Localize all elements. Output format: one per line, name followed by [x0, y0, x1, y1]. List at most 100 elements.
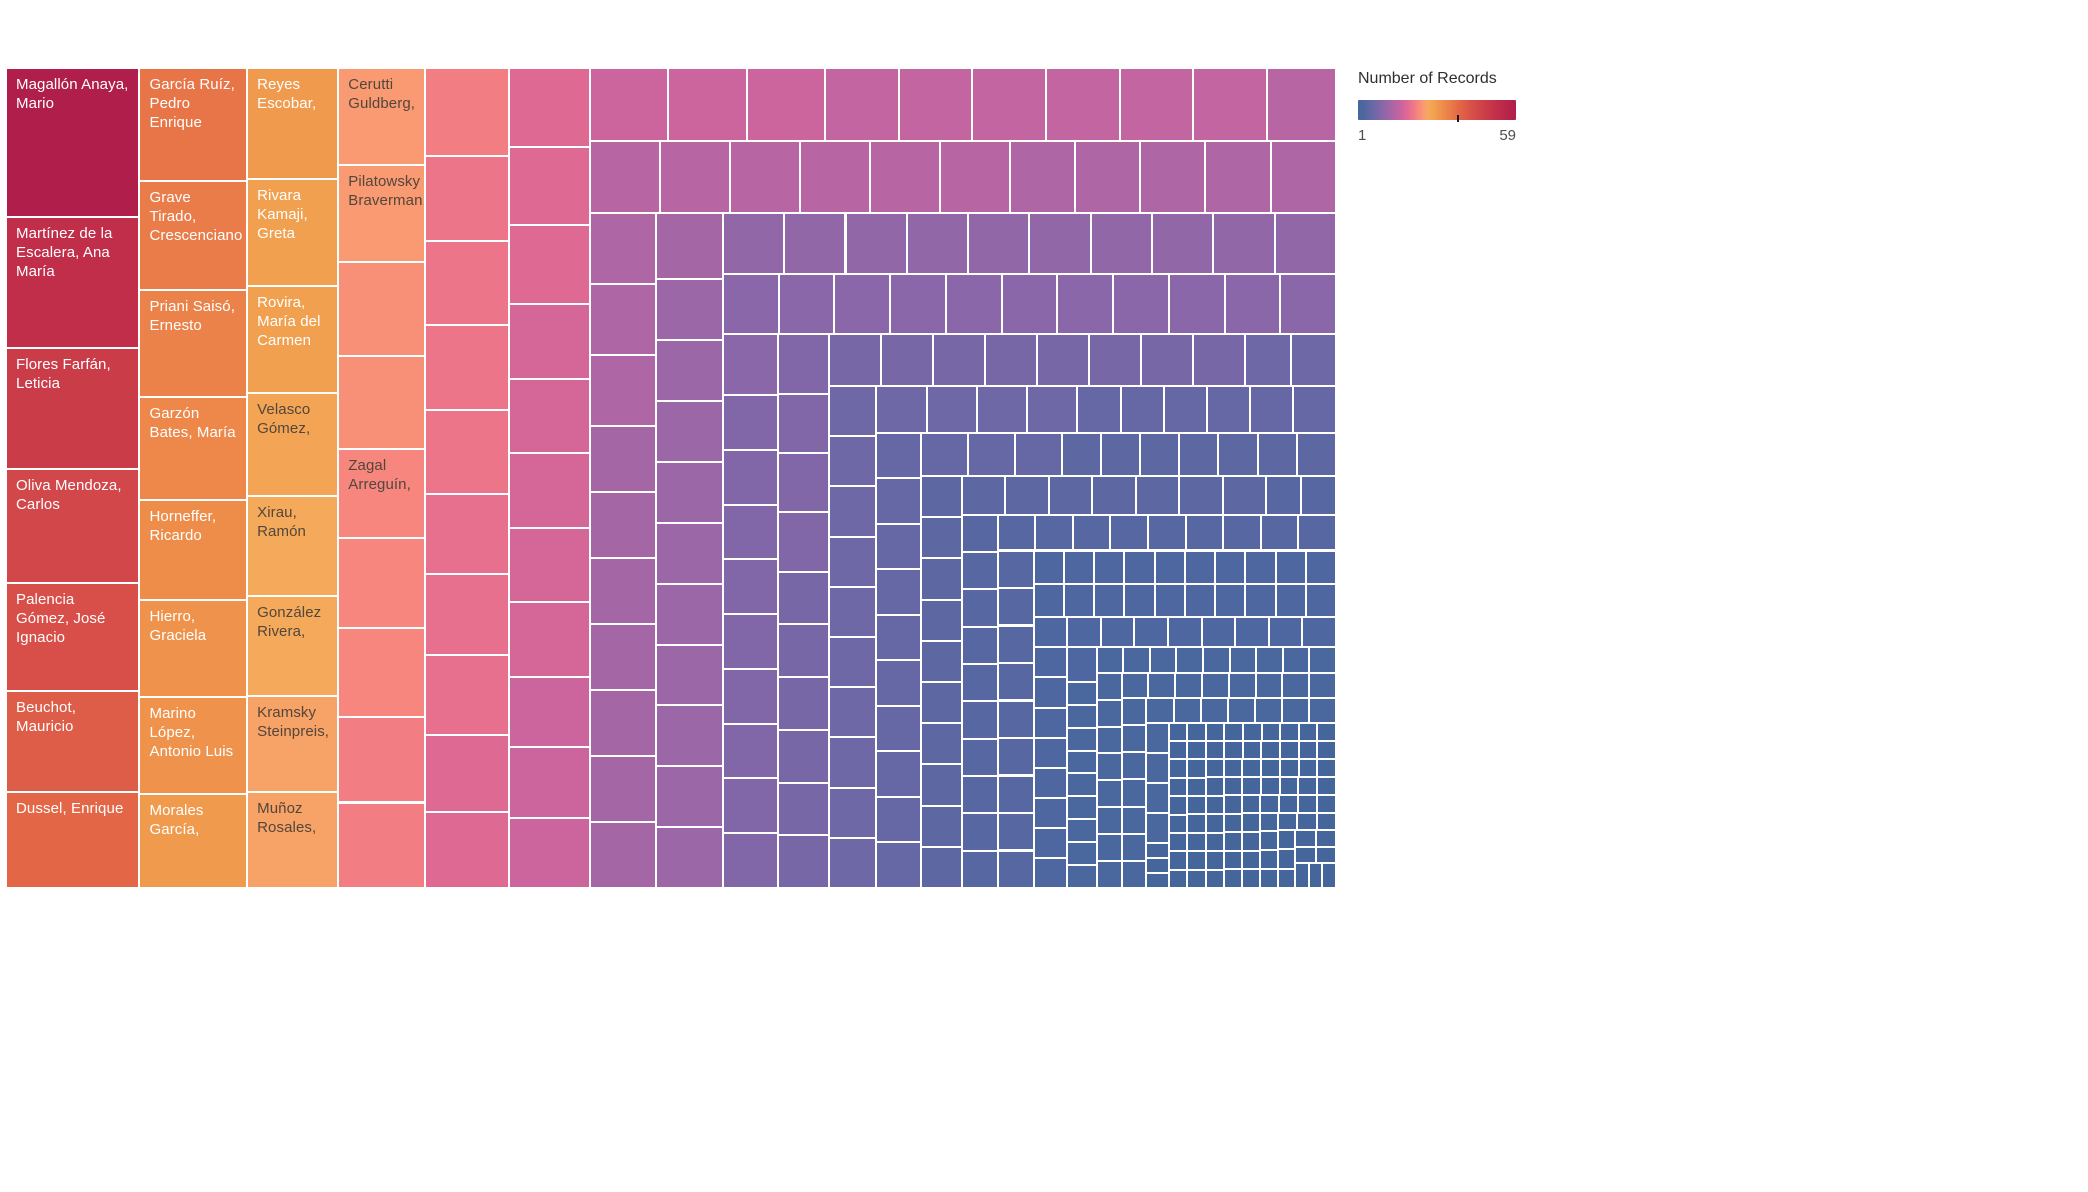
treemap-cell[interactable] [829, 486, 877, 537]
treemap-cell[interactable] [824, 68, 899, 142]
treemap-cell[interactable] [338, 627, 425, 717]
treemap-cell[interactable] [508, 676, 591, 748]
treemap-cell[interactable] [1033, 737, 1068, 768]
treemap-cell[interactable] [1242, 758, 1262, 777]
treemap-cell[interactable] [1067, 727, 1097, 751]
treemap-cell[interactable] [1309, 672, 1336, 698]
treemap-cell[interactable] [590, 492, 657, 559]
treemap-cell[interactable] [1185, 514, 1224, 551]
treemap-cell[interactable] [424, 240, 509, 326]
treemap-cell[interactable] [1168, 722, 1188, 742]
treemap-cell[interactable] [1243, 722, 1262, 741]
treemap-cell[interactable] [1009, 141, 1075, 214]
treemap-cell[interactable] [1205, 777, 1224, 796]
treemap-cell[interactable] [1096, 834, 1122, 862]
treemap-cell[interactable] [876, 705, 921, 752]
treemap-cell[interactable] [656, 705, 723, 767]
treemap-cell[interactable] [590, 558, 657, 625]
treemap-cell[interactable] [829, 536, 877, 587]
treemap-cell[interactable] [961, 475, 1006, 515]
treemap-cell[interactable] [1033, 677, 1068, 708]
treemap-cell[interactable]: Zagal Arreguín, [338, 448, 425, 539]
treemap-cell[interactable]: Palencia Gómez, José Ignacio [6, 582, 140, 692]
treemap-cell[interactable] [881, 334, 934, 387]
treemap-cell[interactable]: Garzón Bates, María [139, 396, 248, 500]
treemap-cell[interactable] [1275, 583, 1306, 618]
treemap-cell[interactable]: Martínez de la Escalera, Ana María [6, 216, 140, 349]
treemap-cell[interactable] [876, 796, 921, 843]
treemap-cell[interactable] [746, 68, 825, 142]
treemap-cell[interactable] [1298, 758, 1318, 777]
treemap-cell[interactable] [778, 571, 830, 625]
treemap-cell[interactable] [729, 141, 800, 214]
treemap-cell[interactable] [1187, 832, 1206, 852]
treemap-cell[interactable] [424, 494, 509, 575]
treemap-cell[interactable] [1317, 794, 1336, 813]
treemap-cell[interactable] [1266, 475, 1302, 515]
treemap-cell[interactable]: Rivara Kamaji, Greta [247, 178, 339, 286]
treemap-cell[interactable] [1048, 475, 1093, 515]
treemap-cell[interactable]: Cerutti Guldberg, [338, 68, 425, 166]
treemap-cell[interactable] [1241, 832, 1261, 851]
treemap-cell[interactable] [1317, 776, 1336, 795]
treemap-cell[interactable] [997, 663, 1034, 701]
treemap-cell[interactable] [656, 766, 723, 828]
treemap-cell[interactable] [508, 225, 591, 305]
treemap-cell[interactable] [1255, 672, 1283, 698]
treemap-cell[interactable] [1279, 758, 1299, 777]
treemap-cell[interactable] [1146, 857, 1169, 873]
treemap-cell[interactable] [424, 574, 509, 655]
treemap-cell[interactable] [338, 262, 425, 356]
treemap-cell[interactable] [1037, 334, 1090, 387]
treemap-cell[interactable] [660, 141, 730, 214]
treemap-cell[interactable] [829, 837, 877, 888]
treemap-cell[interactable] [1266, 68, 1336, 142]
treemap-cell[interactable] [656, 213, 723, 280]
treemap-cell[interactable] [997, 738, 1034, 776]
treemap-cell[interactable] [1121, 725, 1147, 753]
treemap-cell[interactable] [997, 850, 1034, 888]
treemap-cell[interactable] [1205, 869, 1224, 888]
treemap-cell[interactable]: Grave Tirado, Crescenciano [139, 180, 248, 291]
treemap-cell[interactable] [1202, 672, 1229, 698]
treemap-cell[interactable] [1227, 697, 1255, 723]
treemap-cell[interactable] [1187, 777, 1206, 797]
treemap-cell[interactable] [1033, 617, 1068, 648]
treemap-cell[interactable] [829, 787, 877, 838]
treemap-cell[interactable]: Horneffer, Ricardo [139, 499, 248, 601]
treemap-cell[interactable] [920, 681, 962, 724]
treemap-cell[interactable] [1301, 475, 1336, 515]
treemap-cell[interactable] [1187, 869, 1206, 888]
treemap-cell[interactable] [1113, 273, 1169, 335]
treemap-cell[interactable] [1140, 141, 1206, 214]
treemap-cell[interactable] [1168, 759, 1188, 778]
treemap-cell[interactable] [508, 453, 591, 528]
treemap-cell[interactable] [1277, 829, 1296, 850]
treemap-cell[interactable] [424, 68, 509, 157]
treemap-cell[interactable] [1298, 722, 1318, 741]
treemap-cell[interactable] [961, 551, 998, 590]
treemap-cell[interactable] [1281, 697, 1309, 723]
treemap-cell[interactable] [1067, 865, 1097, 888]
treemap-cell[interactable]: Magallón Anaya, Mario [6, 68, 140, 217]
treemap-cell[interactable] [920, 846, 962, 888]
treemap-cell[interactable] [1067, 796, 1097, 820]
treemap-cell[interactable] [1224, 722, 1243, 741]
treemap-cell[interactable] [778, 452, 830, 513]
treemap-cell[interactable] [961, 663, 998, 702]
treemap-cell[interactable] [997, 588, 1034, 626]
treemap-cell[interactable] [876, 569, 921, 615]
treemap-cell[interactable] [997, 700, 1034, 738]
treemap-cell[interactable] [898, 68, 973, 142]
treemap-cell[interactable] [890, 273, 946, 335]
treemap-cell[interactable] [1121, 833, 1147, 861]
treemap-cell[interactable] [869, 141, 940, 214]
treemap-cell[interactable]: Oliva Mendoza, Carlos [6, 469, 140, 583]
treemap-cell[interactable] [668, 68, 747, 142]
treemap-cell[interactable] [1121, 779, 1147, 807]
treemap-cell[interactable] [1205, 795, 1224, 815]
treemap-cell[interactable] [1067, 750, 1097, 774]
treemap-cell[interactable] [656, 279, 723, 341]
treemap-cell[interactable] [1135, 475, 1180, 515]
treemap-cell[interactable] [1317, 758, 1336, 777]
